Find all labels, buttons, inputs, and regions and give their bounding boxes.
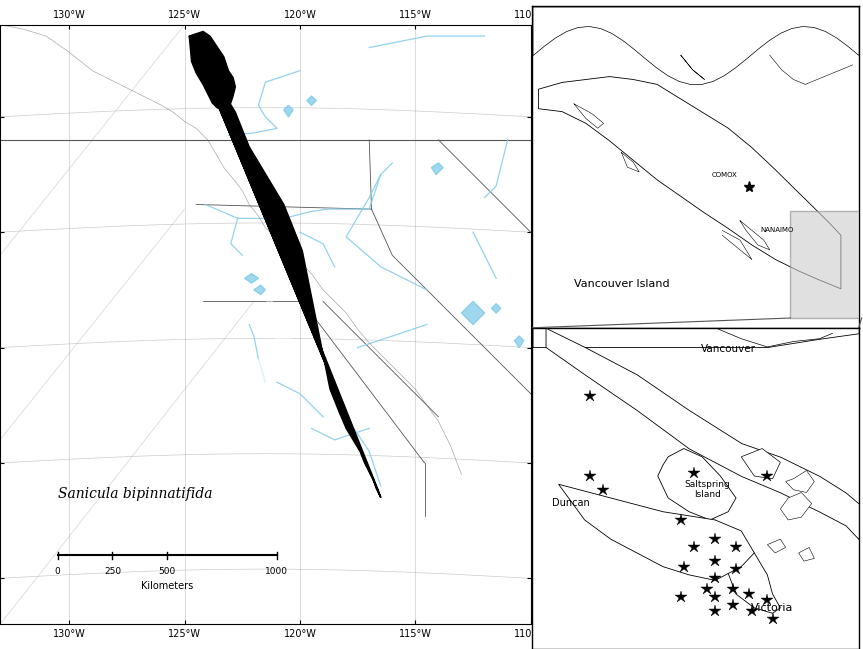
Polygon shape — [767, 539, 785, 553]
Polygon shape — [514, 336, 524, 348]
Polygon shape — [658, 448, 736, 520]
Polygon shape — [539, 77, 841, 289]
Text: Vancouver Island: Vancouver Island — [574, 279, 669, 289]
Polygon shape — [258, 359, 291, 445]
Text: 500: 500 — [159, 567, 176, 576]
Bar — [791, 211, 861, 318]
Polygon shape — [254, 286, 266, 295]
Polygon shape — [284, 105, 293, 117]
Text: Victoria: Victoria — [752, 602, 794, 613]
Polygon shape — [244, 274, 258, 283]
Polygon shape — [189, 31, 236, 110]
Polygon shape — [432, 163, 443, 175]
Text: Saltspring
Island: Saltspring Island — [684, 480, 730, 500]
Text: Vancouver: Vancouver — [701, 345, 756, 354]
Polygon shape — [780, 493, 812, 520]
Polygon shape — [492, 304, 501, 313]
Text: 1000: 1000 — [266, 567, 288, 576]
Polygon shape — [266, 290, 293, 352]
Text: NANAIMO: NANAIMO — [760, 227, 793, 234]
Polygon shape — [189, 36, 381, 498]
Polygon shape — [785, 471, 815, 493]
Polygon shape — [462, 301, 485, 324]
Text: 250: 250 — [104, 567, 121, 576]
Text: Duncan: Duncan — [552, 498, 590, 508]
Text: 0: 0 — [55, 567, 60, 576]
Polygon shape — [715, 520, 780, 613]
Text: Sanicula bipinnatifida: Sanicula bipinnatifida — [58, 487, 212, 500]
Text: Kilometers: Kilometers — [142, 581, 193, 591]
Polygon shape — [798, 547, 815, 561]
Polygon shape — [558, 484, 754, 580]
Text: COMOX: COMOX — [711, 172, 737, 178]
Polygon shape — [307, 96, 316, 105]
Polygon shape — [741, 448, 780, 479]
